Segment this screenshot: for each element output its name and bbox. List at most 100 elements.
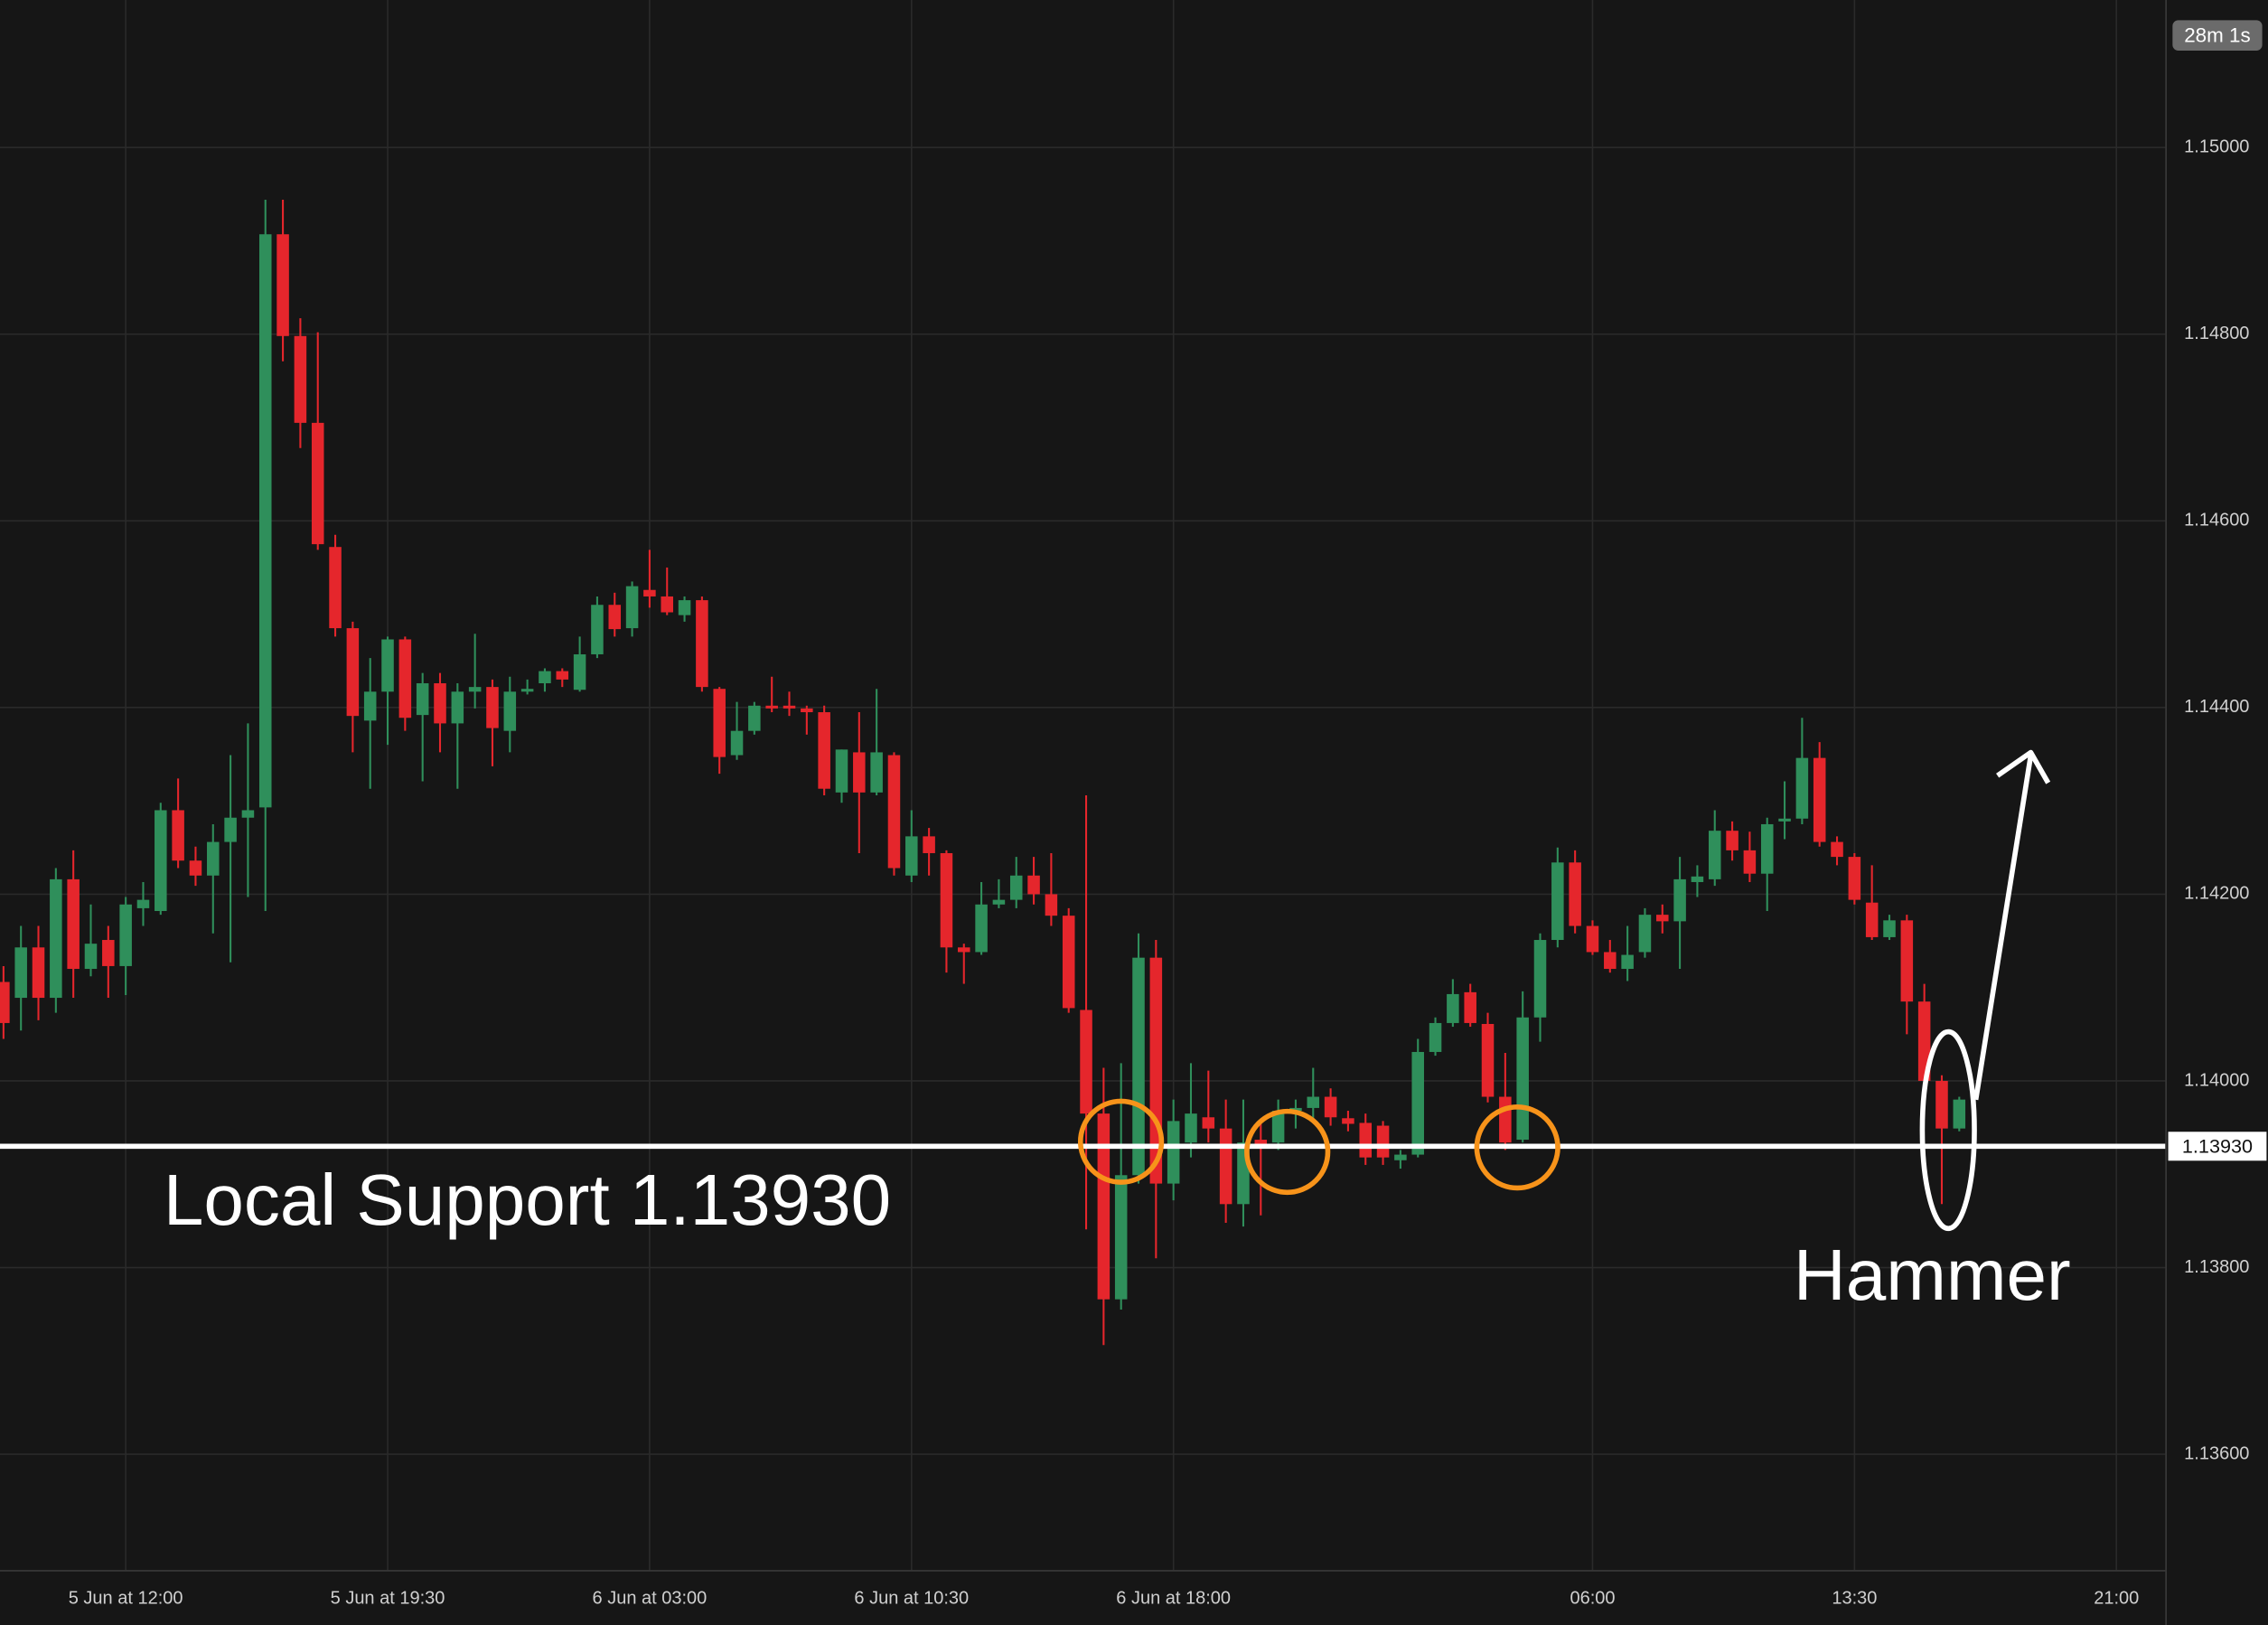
candle-body bbox=[486, 687, 499, 728]
x-tick-label: 5 Jun at 12:00 bbox=[69, 1588, 183, 1608]
y-tick-label: 1.14800 bbox=[2184, 324, 2249, 343]
support-price-tag bbox=[2168, 1132, 2267, 1161]
candle-body bbox=[992, 899, 1006, 905]
candle-body bbox=[940, 852, 953, 948]
candle-body bbox=[748, 705, 761, 731]
candle-body bbox=[1009, 875, 1023, 900]
candle-body bbox=[1848, 857, 1861, 900]
candle-body bbox=[1394, 1154, 1407, 1160]
candle-body bbox=[1481, 1023, 1495, 1097]
candle-body bbox=[1307, 1096, 1320, 1108]
candle-body bbox=[1551, 862, 1564, 941]
candle-body bbox=[1673, 878, 1686, 922]
candle-body bbox=[32, 947, 45, 999]
candle-body bbox=[1743, 850, 1757, 874]
candle-body bbox=[434, 683, 446, 724]
x-tick-label: 6 Jun at 03:00 bbox=[593, 1588, 708, 1608]
candle-body bbox=[451, 691, 464, 724]
candle-body bbox=[975, 904, 988, 953]
candle-body bbox=[625, 586, 639, 629]
x-tick-label: 21:00 bbox=[2094, 1588, 2139, 1608]
candle-body bbox=[853, 752, 866, 793]
candle-body bbox=[14, 947, 27, 999]
candle-body bbox=[765, 705, 778, 709]
candle-body bbox=[1691, 876, 1704, 882]
candle-body bbox=[1499, 1096, 1512, 1143]
timer-text: 28m 1s bbox=[2184, 24, 2250, 47]
candle-body bbox=[329, 547, 342, 629]
hammer-ellipse bbox=[1919, 1029, 1977, 1232]
candle-body bbox=[416, 683, 429, 716]
candle-body bbox=[783, 705, 796, 709]
candle-body bbox=[1359, 1122, 1373, 1158]
timer-badge bbox=[2172, 20, 2263, 52]
candle-body bbox=[1865, 902, 1879, 937]
candle-body bbox=[1271, 1111, 1285, 1143]
candle-body bbox=[887, 755, 901, 869]
candle-body bbox=[1708, 831, 1721, 879]
candle-body bbox=[520, 689, 534, 692]
candle-body bbox=[155, 810, 167, 912]
candle-body bbox=[539, 671, 551, 684]
candle-body bbox=[1219, 1128, 1232, 1205]
annotations: Local Support 1.13930 Hammer 28m 1s bbox=[164, 20, 2263, 1315]
candle-body bbox=[258, 234, 272, 808]
candle-body bbox=[1080, 1010, 1092, 1114]
candle-body bbox=[311, 422, 324, 545]
candle-body bbox=[1621, 954, 1634, 970]
candle-body bbox=[119, 904, 132, 966]
candle-body bbox=[957, 947, 970, 953]
candle-body bbox=[1376, 1125, 1390, 1158]
candle-body bbox=[1132, 957, 1145, 1176]
candle-body bbox=[1027, 875, 1040, 895]
y-tick-label: 1.14400 bbox=[2184, 697, 2249, 717]
candle-body bbox=[1953, 1099, 1966, 1129]
candle-body bbox=[503, 691, 517, 731]
candle-body bbox=[696, 600, 708, 688]
candle-body bbox=[661, 596, 673, 613]
candle-body bbox=[1883, 920, 1896, 937]
candle-body bbox=[801, 708, 813, 713]
support-annotation: Local Support 1.13930 bbox=[164, 1160, 891, 1240]
candle-body bbox=[1447, 993, 1459, 1023]
pattern-annotation: Hammer bbox=[1794, 1235, 2071, 1315]
y-tick-label: 1.14600 bbox=[2184, 511, 2249, 531]
candle-body bbox=[1429, 1022, 1442, 1052]
candle-body bbox=[1533, 940, 1547, 1018]
candle-body bbox=[241, 810, 255, 818]
candle-body bbox=[1656, 915, 1669, 922]
candle-body bbox=[556, 671, 569, 680]
x-tick-label: 06:00 bbox=[1570, 1588, 1615, 1608]
candles bbox=[0, 200, 2166, 1346]
candle-body bbox=[730, 730, 744, 756]
candle-body bbox=[1289, 1107, 1302, 1112]
candle-body bbox=[294, 335, 307, 423]
grid bbox=[0, 0, 2166, 1571]
y-tick-label: 1.14000 bbox=[2184, 1070, 2249, 1090]
candle-body bbox=[1114, 1175, 1128, 1300]
candle-body bbox=[1813, 757, 1826, 842]
candle-body bbox=[1097, 1113, 1111, 1300]
y-tick-label: 1.15000 bbox=[2184, 136, 2249, 156]
candle-body bbox=[363, 691, 377, 721]
candle-body bbox=[50, 878, 62, 999]
highlight-circle bbox=[1244, 1108, 1331, 1196]
candle-body bbox=[102, 940, 115, 966]
candle-body bbox=[1935, 1080, 1948, 1129]
highlight-circle bbox=[1474, 1104, 1560, 1191]
candle-body bbox=[1464, 991, 1476, 1023]
candle-body bbox=[713, 689, 726, 757]
candle-body bbox=[1586, 925, 1599, 953]
candle-body bbox=[1342, 1118, 1354, 1124]
candle-body bbox=[1604, 952, 1617, 970]
arrow-head bbox=[1996, 749, 2051, 784]
candle-body bbox=[1831, 841, 1843, 858]
support-price-label: 1.13930 bbox=[2182, 1135, 2253, 1158]
candle-body bbox=[1045, 894, 1058, 916]
candle-body bbox=[1569, 862, 1581, 926]
candle-body bbox=[643, 589, 656, 596]
candle-body bbox=[1795, 757, 1809, 819]
